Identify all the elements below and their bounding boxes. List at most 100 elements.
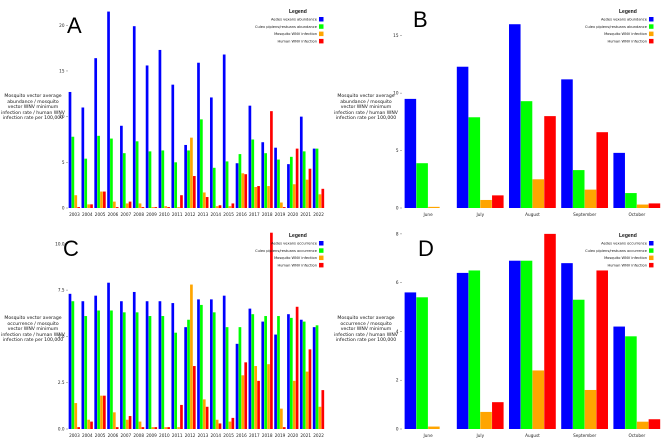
bar-culex [148, 316, 152, 429]
x-tick-label: August [525, 433, 540, 438]
bar-human [282, 207, 286, 208]
bar-culex [161, 150, 165, 208]
x-tick-label: 2016 [236, 212, 247, 217]
bar-culex [212, 312, 216, 429]
bar-human [295, 306, 299, 429]
bar-aedes [456, 66, 469, 209]
bar-mosq [292, 184, 296, 208]
bar-culex [289, 156, 293, 208]
bar-mosq [100, 191, 103, 208]
bar-human [231, 203, 235, 208]
y-tick-label: 10 [393, 91, 399, 96]
legend-label: Mosquito WNV infection [604, 32, 647, 36]
legend-label: Mosquito WNV infection [604, 256, 647, 260]
bar-mosq [254, 366, 258, 429]
legend: Legend Aedes vexans abundance Culex pipien… [255, 9, 324, 44]
x-tick-label: 2016 [236, 433, 247, 438]
x-tick-label: July [476, 212, 485, 217]
y-tick-label: 5 [396, 148, 399, 153]
x-tick-label: 2011 [172, 212, 183, 217]
bar-culex [238, 154, 242, 208]
bar-aedes [274, 147, 277, 208]
bar-human [115, 207, 119, 208]
bar-aedes [404, 98, 417, 208]
bar-mosq [267, 364, 270, 429]
bar-human [308, 168, 312, 208]
bar-culex [71, 136, 75, 208]
bar-culex [122, 312, 126, 429]
bar-culex [174, 332, 178, 429]
bar-human [180, 195, 183, 208]
bar-human [90, 204, 93, 208]
bar-culex [187, 150, 190, 208]
bar-mosq [138, 421, 142, 429]
bar-mosq [532, 179, 545, 208]
bar-aedes [158, 49, 162, 208]
bar-aedes [274, 334, 277, 429]
bar-aedes [145, 65, 149, 209]
bar-human [154, 427, 158, 429]
bar-mosq [112, 412, 116, 429]
ylabel-d: Mosquito vector average occurrence / mos… [334, 316, 398, 344]
bar-human [308, 349, 312, 429]
legend-swatch-culex [319, 248, 324, 253]
bar-mosq [254, 186, 258, 208]
bar-mosq [190, 137, 193, 208]
bar-human [270, 111, 273, 208]
x-tick-label: July [476, 433, 485, 438]
bar-mosq [480, 199, 492, 208]
x-tick-label: 2014 [210, 212, 221, 217]
bar-human [90, 421, 93, 429]
bar-culex [148, 151, 152, 208]
bar-aedes [120, 301, 123, 429]
bar-aedes [171, 84, 175, 208]
bar-human [218, 205, 222, 208]
legend-label: Aedes vexans abundance [271, 18, 318, 22]
bar-aedes [158, 301, 162, 429]
x-tick-label: 2011 [172, 433, 183, 438]
y-tick-label: 2.5 [58, 380, 65, 385]
panel-a: 0 5 10 15 20 2003 2004 2005 2006 2007 2008 2009 2010… [59, 9, 324, 217]
bar-culex [97, 135, 100, 208]
y-tick-label: 10 [59, 114, 65, 119]
y-tick-label: 6 [396, 280, 399, 285]
bar-human [544, 233, 556, 429]
bar-culex [625, 193, 637, 208]
bar-human [205, 197, 209, 208]
legend-swatch-human [319, 262, 324, 268]
bar-aedes [299, 319, 303, 429]
legend-label: Mosquito WNV infection [274, 256, 317, 260]
legend-swatch-mosq [649, 31, 654, 37]
bar-culex [277, 159, 280, 208]
y-tick-label: 15 [59, 68, 65, 73]
legend-swatch-aedes [319, 17, 324, 22]
bar-aedes [184, 144, 187, 208]
ylabel-c: Mosquito vector average occurrence / mos… [1, 316, 65, 344]
bar-mosq [318, 194, 322, 208]
bar-aedes [561, 263, 573, 429]
bar-human [244, 362, 248, 429]
x-tick-label: 2008 [133, 212, 144, 217]
bar-mosq [305, 179, 309, 208]
y-tick-label: 15 [393, 33, 399, 38]
bar-culex [135, 141, 139, 208]
bar-mosq [215, 206, 219, 208]
legend-swatch-aedes [649, 241, 654, 246]
panel-letter: C [63, 236, 79, 261]
x-tick-label: 2003 [69, 212, 80, 217]
bar-human [115, 427, 119, 429]
bar-culex [174, 162, 178, 208]
legend-swatch-human [649, 38, 654, 44]
legend-title: Legend [619, 9, 637, 15]
bar-aedes [235, 163, 239, 208]
bar-human [77, 207, 81, 208]
bar-culex [289, 317, 293, 429]
bar-culex [416, 297, 428, 429]
x-tick-label: 2005 [95, 433, 106, 438]
x-tick-label: October [629, 212, 646, 217]
y-tick-label: 2 [396, 378, 399, 383]
bar-human [295, 148, 299, 208]
bar-mosq [292, 380, 296, 429]
bar-human [192, 366, 196, 429]
y-tick-label: 8 [396, 231, 399, 236]
